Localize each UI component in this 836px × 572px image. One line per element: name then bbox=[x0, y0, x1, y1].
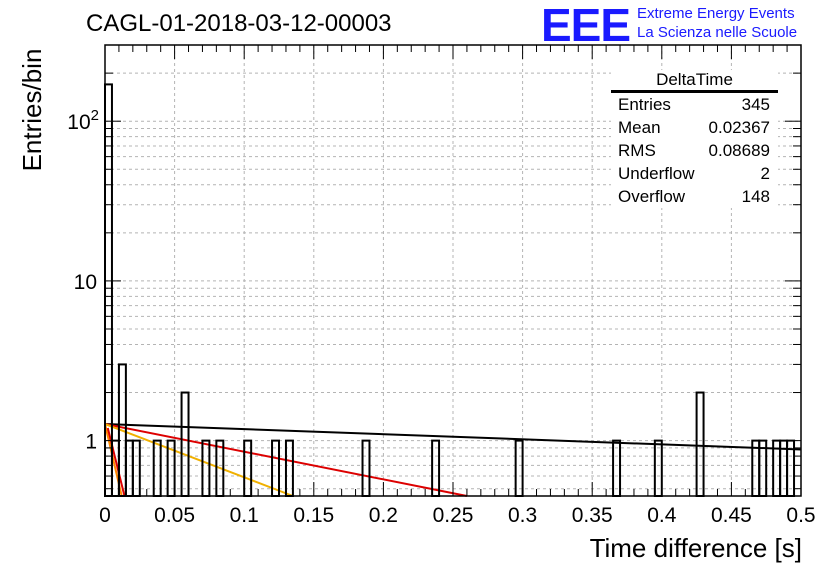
stats-row: Mean 0.02367 bbox=[611, 116, 778, 139]
eee-logo: EEE bbox=[541, 0, 631, 51]
x-tick-label: 0 bbox=[99, 504, 111, 527]
histogram-bar bbox=[431, 439, 441, 497]
axis-ticks bbox=[104, 44, 802, 496]
histogram-bar bbox=[201, 439, 211, 497]
grid-lines bbox=[105, 44, 801, 496]
histogram-bar bbox=[361, 439, 371, 497]
histogram-bar bbox=[180, 391, 190, 497]
stats-title: DeltaTime bbox=[611, 70, 778, 93]
histogram-bar bbox=[124, 439, 134, 497]
tick-labels: 0 0.05 0.1 0.15 0.2 0.25 0.3 0.35 0.4 0.45 0.5 1 10 1… bbox=[67, 107, 815, 527]
histogram-bar bbox=[243, 439, 253, 497]
stats-label: Underflow bbox=[618, 164, 695, 183]
histogram-bar bbox=[751, 439, 761, 497]
histogram-bar bbox=[612, 439, 622, 497]
x-tick-label: 0.25 bbox=[433, 504, 474, 527]
x-tick-label: 0.1 bbox=[230, 504, 259, 527]
y-tick-label: 10 bbox=[74, 271, 97, 294]
stats-value: 345 bbox=[741, 95, 770, 114]
x-tick-label: 0.35 bbox=[572, 504, 613, 527]
fit-line bbox=[104, 423, 802, 451]
histogram-bar bbox=[152, 439, 162, 497]
histogram-bar bbox=[653, 439, 663, 497]
stats-value: 2 bbox=[760, 164, 770, 183]
x-tick-label: 0.3 bbox=[508, 504, 537, 527]
stats-box: DeltaTime Entries 345 Mean 0.02367 RMS 0.08… bbox=[611, 70, 778, 208]
histogram-bar bbox=[284, 439, 294, 497]
x-tick-label: 0.15 bbox=[293, 504, 334, 527]
stats-row: Overflow 148 bbox=[611, 185, 778, 208]
histogram-bar bbox=[695, 391, 705, 497]
logo-line2: La Scienza nelle Scuole bbox=[637, 24, 798, 41]
y-tick-label: 1 bbox=[85, 431, 97, 454]
x-tick-label: 0.05 bbox=[154, 504, 195, 527]
logo-line1: Extreme Energy Events bbox=[637, 5, 795, 22]
x-tick-label: 0.5 bbox=[786, 504, 815, 527]
x-tick-label: 0.4 bbox=[647, 504, 677, 527]
y-axis-label: Entries/bin bbox=[17, 48, 47, 172]
x-tick-label: 0.45 bbox=[711, 504, 752, 527]
histogram-bar bbox=[514, 439, 524, 497]
logo-caption: Extreme Energy Events La Scienza nelle S… bbox=[637, 4, 797, 42]
y-tick-label: 102 bbox=[67, 107, 99, 134]
stats-value: 0.08689 bbox=[708, 141, 770, 160]
histogram-bar bbox=[131, 439, 141, 497]
stats-label: Overflow bbox=[618, 187, 686, 206]
stats-value: 148 bbox=[741, 187, 770, 206]
stats-label: RMS bbox=[618, 141, 656, 160]
stats-value: 0.02367 bbox=[708, 118, 770, 137]
fit-line bbox=[104, 423, 294, 497]
stats-row: Entries 345 bbox=[611, 93, 778, 116]
x-tick-label: 0.2 bbox=[369, 504, 398, 527]
fit-line bbox=[106, 427, 126, 497]
x-axis-label: Time difference [s] bbox=[589, 533, 802, 563]
stats-label: Mean bbox=[618, 118, 661, 137]
stats-row: RMS 0.08689 bbox=[611, 139, 778, 162]
stats-row: Underflow 2 bbox=[611, 162, 778, 185]
stats-label: Entries bbox=[618, 95, 671, 114]
plot-title: CAGL-01-2018-03-12-00003 bbox=[86, 10, 392, 37]
